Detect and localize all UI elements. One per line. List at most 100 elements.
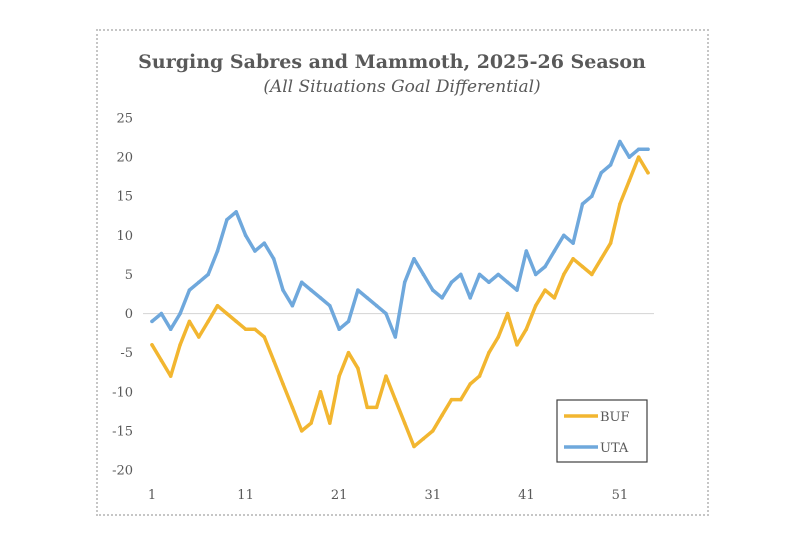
data-point-buf bbox=[159, 358, 164, 363]
data-point-buf bbox=[636, 155, 641, 159]
y-tick-label: 20 bbox=[116, 151, 133, 166]
data-point-buf bbox=[608, 241, 613, 245]
data-point-buf bbox=[552, 296, 557, 300]
data-point-buf bbox=[402, 421, 407, 425]
data-point-buf bbox=[206, 319, 210, 324]
data-point-buf bbox=[440, 413, 444, 417]
data-point-buf bbox=[262, 335, 267, 339]
data-point-uta bbox=[571, 241, 575, 245]
data-point-buf bbox=[168, 374, 173, 378]
data-point-buf bbox=[646, 171, 650, 175]
data-point-uta bbox=[412, 257, 416, 261]
data-point-uta bbox=[459, 272, 463, 277]
data-point-buf bbox=[543, 288, 547, 292]
data-point-uta bbox=[543, 264, 547, 269]
data-point-uta bbox=[627, 155, 632, 159]
data-point-uta bbox=[496, 272, 501, 277]
data-point-buf bbox=[524, 327, 529, 331]
data-point-buf bbox=[150, 343, 154, 347]
data-point-uta bbox=[374, 303, 379, 308]
data-point-uta bbox=[421, 272, 426, 277]
y-tick-label: -20 bbox=[112, 464, 133, 479]
data-point-uta bbox=[150, 319, 154, 324]
data-point-uta bbox=[515, 288, 519, 292]
data-point-uta bbox=[290, 303, 295, 308]
data-point-buf bbox=[253, 327, 257, 331]
y-tick-label: 5 bbox=[125, 268, 133, 283]
data-point-buf bbox=[515, 343, 519, 347]
legend-label-buf: BUF bbox=[600, 410, 630, 425]
data-point-uta bbox=[337, 327, 341, 331]
data-point-buf bbox=[178, 343, 182, 347]
series-line-uta bbox=[150, 139, 650, 339]
data-point-uta bbox=[552, 249, 557, 253]
data-point-buf bbox=[346, 350, 351, 355]
data-point-uta bbox=[580, 202, 585, 206]
data-point-buf bbox=[431, 429, 435, 433]
legend-box bbox=[556, 399, 648, 463]
x-tick-label: 1 bbox=[148, 488, 156, 503]
data-point-buf bbox=[627, 178, 632, 183]
y-axis-ticks: 25 20 15 10 5 0 -5 -10 -15 -20 bbox=[112, 112, 133, 479]
y-tick-label: -5 bbox=[120, 346, 133, 361]
data-point-uta bbox=[356, 288, 360, 292]
data-point-uta bbox=[533, 272, 538, 277]
data-point-uta bbox=[618, 139, 622, 144]
data-point-uta bbox=[608, 163, 613, 167]
chart-subtitle: (All Situations Goal Differential) bbox=[263, 77, 540, 97]
y-tick-label: 25 bbox=[116, 112, 133, 127]
data-point-uta bbox=[384, 311, 388, 316]
data-point-buf bbox=[487, 350, 491, 355]
data-point-buf bbox=[449, 397, 454, 402]
data-point-buf bbox=[290, 405, 295, 410]
data-point-buf bbox=[318, 390, 323, 394]
data-point-buf bbox=[243, 327, 248, 331]
data-point-uta bbox=[243, 233, 248, 238]
data-point-uta bbox=[449, 280, 454, 285]
data-point-uta bbox=[402, 280, 407, 285]
data-point-buf bbox=[580, 264, 585, 269]
data-point-buf bbox=[393, 397, 398, 402]
data-point-buf bbox=[356, 366, 360, 371]
data-point-buf bbox=[309, 421, 313, 425]
data-point-buf bbox=[281, 382, 285, 386]
data-point-uta bbox=[505, 280, 510, 285]
data-point-uta bbox=[590, 194, 594, 198]
data-point-buf bbox=[459, 397, 463, 402]
data-point-buf bbox=[571, 257, 575, 261]
data-point-buf bbox=[187, 319, 192, 324]
data-point-uta bbox=[431, 288, 435, 292]
data-point-uta bbox=[318, 296, 323, 300]
data-point-uta bbox=[178, 311, 182, 316]
data-point-uta bbox=[309, 288, 313, 292]
data-point-uta bbox=[487, 280, 491, 285]
data-point-uta bbox=[234, 210, 238, 214]
data-point-buf bbox=[225, 311, 229, 316]
data-point-uta bbox=[393, 335, 398, 339]
y-tick-label: 10 bbox=[116, 229, 133, 244]
data-point-uta bbox=[524, 249, 529, 253]
x-tick-label: 11 bbox=[237, 488, 254, 503]
data-point-uta bbox=[646, 147, 650, 152]
data-point-buf bbox=[421, 436, 426, 441]
data-point-buf bbox=[384, 374, 388, 378]
series-layer bbox=[150, 139, 650, 449]
data-point-buf bbox=[328, 421, 332, 425]
x-axis-ticks: 1 11 21 31 41 51 bbox=[148, 488, 628, 503]
data-point-uta bbox=[365, 296, 369, 300]
data-point-buf bbox=[533, 303, 538, 308]
data-point-buf bbox=[374, 405, 379, 410]
chart-frame bbox=[96, 29, 709, 516]
series-line-buf bbox=[150, 155, 650, 449]
x-tick-label: 41 bbox=[518, 488, 535, 503]
data-point-uta bbox=[197, 280, 201, 285]
data-point-uta bbox=[440, 296, 444, 300]
y-tick-label: 15 bbox=[116, 190, 133, 205]
data-point-buf bbox=[562, 272, 566, 277]
x-tick-label: 21 bbox=[331, 488, 348, 503]
data-point-uta bbox=[187, 288, 192, 292]
data-point-uta bbox=[328, 303, 332, 308]
y-tick-label: -10 bbox=[112, 385, 133, 400]
data-point-uta bbox=[168, 327, 173, 331]
